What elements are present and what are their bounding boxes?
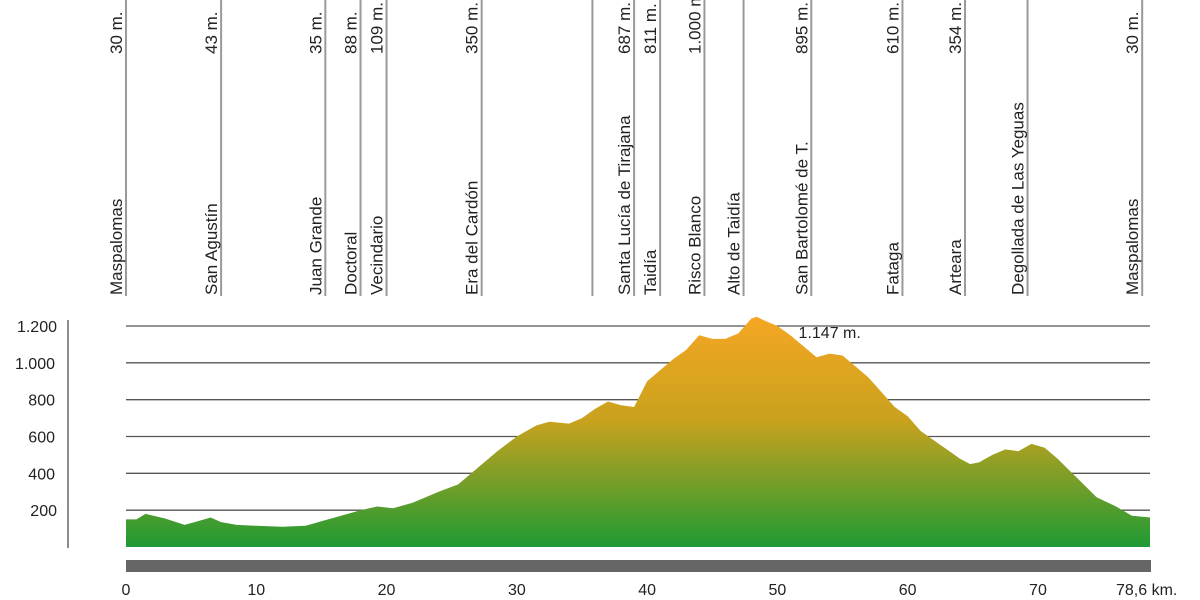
- location-altitude-label: 88 m.: [342, 11, 361, 54]
- x-tick-label: 10: [247, 582, 265, 599]
- location-altitude-label: 895 m.: [792, 2, 811, 54]
- location-name-label: Taidía: [641, 249, 660, 295]
- y-tick-label: 400: [28, 466, 55, 483]
- location-name-label: Santa Lucía de Tirajana: [615, 115, 634, 295]
- location-marker: Santa Lucía de Tirajana 687 m.: [615, 0, 636, 296]
- y-tick-label: 600: [28, 430, 55, 447]
- y-tick-label: 1.000: [15, 356, 55, 373]
- location-name-label: Degollada de Las Yeguas: [1009, 102, 1028, 295]
- location-marker: Taidía 811 m.: [641, 0, 662, 296]
- location-marker: Arteara 354 m.: [946, 0, 967, 296]
- x-tick-label: 60: [899, 582, 917, 599]
- location-name-label: Maspalomas: [1123, 199, 1142, 295]
- location-marker: Maspalomas 30 m.: [1123, 0, 1144, 296]
- location-altitude-label: 687 m.: [615, 2, 634, 54]
- location-name-label: Risco Blanco: [685, 196, 704, 295]
- location-name-label: San Bartolomé de T.: [792, 141, 811, 295]
- peak-annotation: 1.147 m.: [799, 325, 861, 342]
- x-tick-label: 50: [769, 582, 787, 599]
- location-marker: San Bartolomé de T. 895 m.: [792, 0, 813, 296]
- x-tick-label: 70: [1029, 582, 1047, 599]
- x-tick-label: 40: [638, 582, 656, 599]
- x-axis-ticks: 0 10 20 30 40 50 60 70 78,6 km.: [122, 582, 1178, 599]
- distance-bar: [126, 560, 1151, 572]
- location-name-label: Era del Cardón: [463, 181, 482, 295]
- y-axis-ticks: 200 400 600 800 1.000 1.200: [15, 319, 57, 520]
- location-marker: Alto de Taidía: [725, 0, 745, 296]
- location-marker: San Agustín 43 m.: [202, 0, 223, 296]
- location-altitude-label: 811 m.: [641, 3, 660, 54]
- y-tick-label: 200: [30, 503, 57, 520]
- location-altitude-label: 30 m.: [107, 11, 126, 54]
- location-markers: Maspalomas 30 m. San Agustín 43 m. Juan Gran…: [107, 0, 1144, 296]
- location-name-label: Alto de Taidía: [725, 192, 744, 295]
- location-name-label: Doctoral: [342, 232, 361, 295]
- x-tick-label: 30: [508, 582, 526, 599]
- location-marker: Juan Grande 35 m.: [306, 0, 327, 296]
- y-tick-label: 800: [28, 393, 55, 410]
- location-marker: Fataga 610 m.: [883, 0, 904, 296]
- location-altitude-label: 610 m.: [883, 2, 902, 54]
- location-altitude-label: 30 m.: [1123, 11, 1142, 54]
- location-altitude-label: 350 m.: [463, 2, 482, 54]
- location-altitude-label: 354 m.: [946, 2, 965, 54]
- location-altitude-label: 43 m.: [202, 11, 221, 54]
- location-name-label: Juan Grande: [306, 197, 325, 295]
- x-tick-label: 0: [122, 582, 131, 599]
- location-name-label: San Agustín: [202, 203, 221, 295]
- location-marker: Maspalomas 30 m.: [107, 0, 127, 296]
- location-marker: Era del Cardón 350 m.: [463, 0, 483, 296]
- x-tick-label: 20: [378, 582, 396, 599]
- x-tick-label: 78,6 km.: [1116, 582, 1177, 599]
- location-altitude-label: 109 m.: [368, 2, 387, 54]
- location-marker: Degollada de Las Yeguas: [1009, 0, 1029, 296]
- location-marker: Vecindario 109 m.: [368, 0, 388, 296]
- location-name-label: Arteara: [946, 239, 965, 295]
- location-marker: Risco Blanco 1.000 m.: [685, 0, 706, 296]
- elevation-area: [126, 316, 1150, 547]
- location-name-label: Vecindario: [368, 216, 387, 295]
- location-marker: Doctoral 88 m.: [342, 0, 362, 296]
- y-tick-label: 1.200: [17, 319, 57, 336]
- location-name-label: Fataga: [883, 242, 902, 295]
- location-altitude-label: 35 m.: [306, 11, 325, 54]
- location-altitude-label: 1.000 m.: [685, 0, 704, 54]
- location-name-label: Maspalomas: [107, 199, 126, 295]
